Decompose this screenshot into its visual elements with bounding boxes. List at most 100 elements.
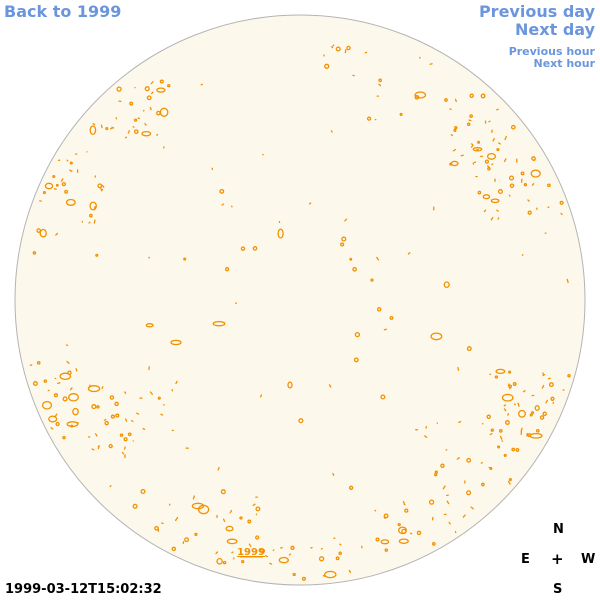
- back-to-year-link[interactable]: Back to 1999: [4, 2, 122, 21]
- contour-mark: [434, 470, 438, 474]
- contour-mark: [477, 140, 481, 144]
- contour-mark: [66, 360, 70, 365]
- contour-mark: [550, 396, 555, 401]
- contour-mark: [108, 443, 113, 449]
- contour-mark: [200, 83, 203, 86]
- contour-mark: [450, 160, 459, 167]
- previous-day-link[interactable]: Previous day: [478, 2, 595, 21]
- contour-mark: [159, 79, 164, 84]
- contour-mark: [105, 127, 109, 131]
- contour-mark: [567, 374, 571, 378]
- contour-mark: [324, 63, 330, 69]
- contour-mark: [130, 420, 134, 422]
- contour-mark: [308, 202, 312, 205]
- contour-mark: [559, 200, 564, 205]
- contour-mark: [486, 152, 497, 160]
- contour-mark: [221, 203, 225, 206]
- contour-mark: [490, 216, 494, 221]
- contour-mark: [183, 257, 187, 261]
- contour-mark: [60, 178, 64, 182]
- contour-mark: [501, 393, 514, 402]
- contour-mark: [497, 445, 501, 449]
- contour-mark: [170, 339, 182, 346]
- contour-mark: [352, 266, 357, 272]
- contour-mark: [515, 447, 520, 452]
- next-day-link[interactable]: Next day: [515, 20, 595, 39]
- contour-mark: [383, 328, 387, 331]
- contour-mark: [507, 480, 511, 485]
- contour-mark: [504, 135, 507, 141]
- contour-mark: [192, 495, 195, 500]
- contour-mark: [510, 124, 516, 130]
- previous-hour-link[interactable]: Previous hour: [508, 45, 595, 58]
- contour-mark: [159, 107, 169, 117]
- contour-mark: [349, 257, 353, 261]
- contour-mark: [144, 86, 150, 92]
- observation-timestamp: 1999-03-12T15:02:32: [5, 582, 162, 597]
- contour-mark: [115, 413, 120, 418]
- contour-mark: [114, 401, 119, 407]
- contour-mark: [534, 405, 540, 411]
- contour-mark: [541, 384, 545, 389]
- contour-mark: [72, 407, 79, 416]
- contour-mark: [36, 360, 41, 365]
- contour-mark: [32, 251, 37, 255]
- contour-mark: [59, 372, 72, 381]
- contour-mark: [241, 559, 245, 564]
- contour-mark: [144, 123, 147, 126]
- contour-mark: [452, 148, 457, 152]
- contour-mark: [430, 332, 443, 341]
- contour-mark: [269, 562, 273, 565]
- contour-mark: [462, 514, 466, 518]
- contour-mark: [335, 556, 340, 561]
- contour-mark: [472, 147, 483, 152]
- contour-mark: [127, 130, 130, 134]
- contour-mark: [29, 364, 33, 367]
- contour-mark: [151, 91, 154, 95]
- contour-mark: [346, 45, 351, 51]
- contour-mark: [531, 411, 535, 415]
- contour-mark: [219, 188, 225, 194]
- contour-mark: [380, 394, 386, 400]
- contour-mark: [456, 457, 460, 460]
- contour-mark: [222, 560, 227, 565]
- contour-mark: [61, 181, 67, 187]
- contour-mark: [443, 281, 450, 289]
- contour-mark: [43, 379, 48, 383]
- contour-mark: [167, 84, 171, 88]
- contour-mark: [121, 451, 125, 455]
- contour-mark: [66, 344, 69, 347]
- contour-mark: [458, 421, 462, 423]
- contour-mark: [252, 246, 258, 251]
- contour-mark: [545, 399, 549, 404]
- contour-mark: [503, 158, 507, 163]
- contour-mark: [402, 501, 405, 504]
- contour-mark: [55, 232, 59, 236]
- contour-mark: [495, 368, 506, 375]
- year-label-link[interactable]: 1999: [237, 547, 265, 558]
- contour-mark: [490, 198, 500, 204]
- contour-mark: [133, 118, 138, 122]
- contour-mark: [101, 386, 104, 389]
- contour-mark: [348, 569, 352, 574]
- contour-mark: [95, 253, 99, 257]
- contour-mark: [156, 87, 166, 93]
- contour-mark: [132, 503, 138, 509]
- contour-mark: [50, 427, 54, 430]
- contour-mark: [398, 538, 409, 544]
- contour-mark: [383, 513, 389, 519]
- contour-mark: [225, 525, 234, 532]
- contour-mark: [512, 382, 517, 386]
- contour-mark: [97, 183, 103, 189]
- contour-mark: [530, 169, 541, 178]
- contour-mark: [403, 503, 406, 506]
- contour-mark: [398, 526, 407, 535]
- contour-mark: [103, 418, 107, 421]
- contour-mark: [529, 413, 533, 417]
- contour-mark: [416, 530, 422, 536]
- contour-mark: [53, 393, 58, 398]
- contour-mark: [460, 154, 464, 157]
- next-hour-link[interactable]: Next hour: [533, 57, 596, 70]
- contour-mark: [109, 395, 115, 400]
- contour-mark: [292, 572, 296, 577]
